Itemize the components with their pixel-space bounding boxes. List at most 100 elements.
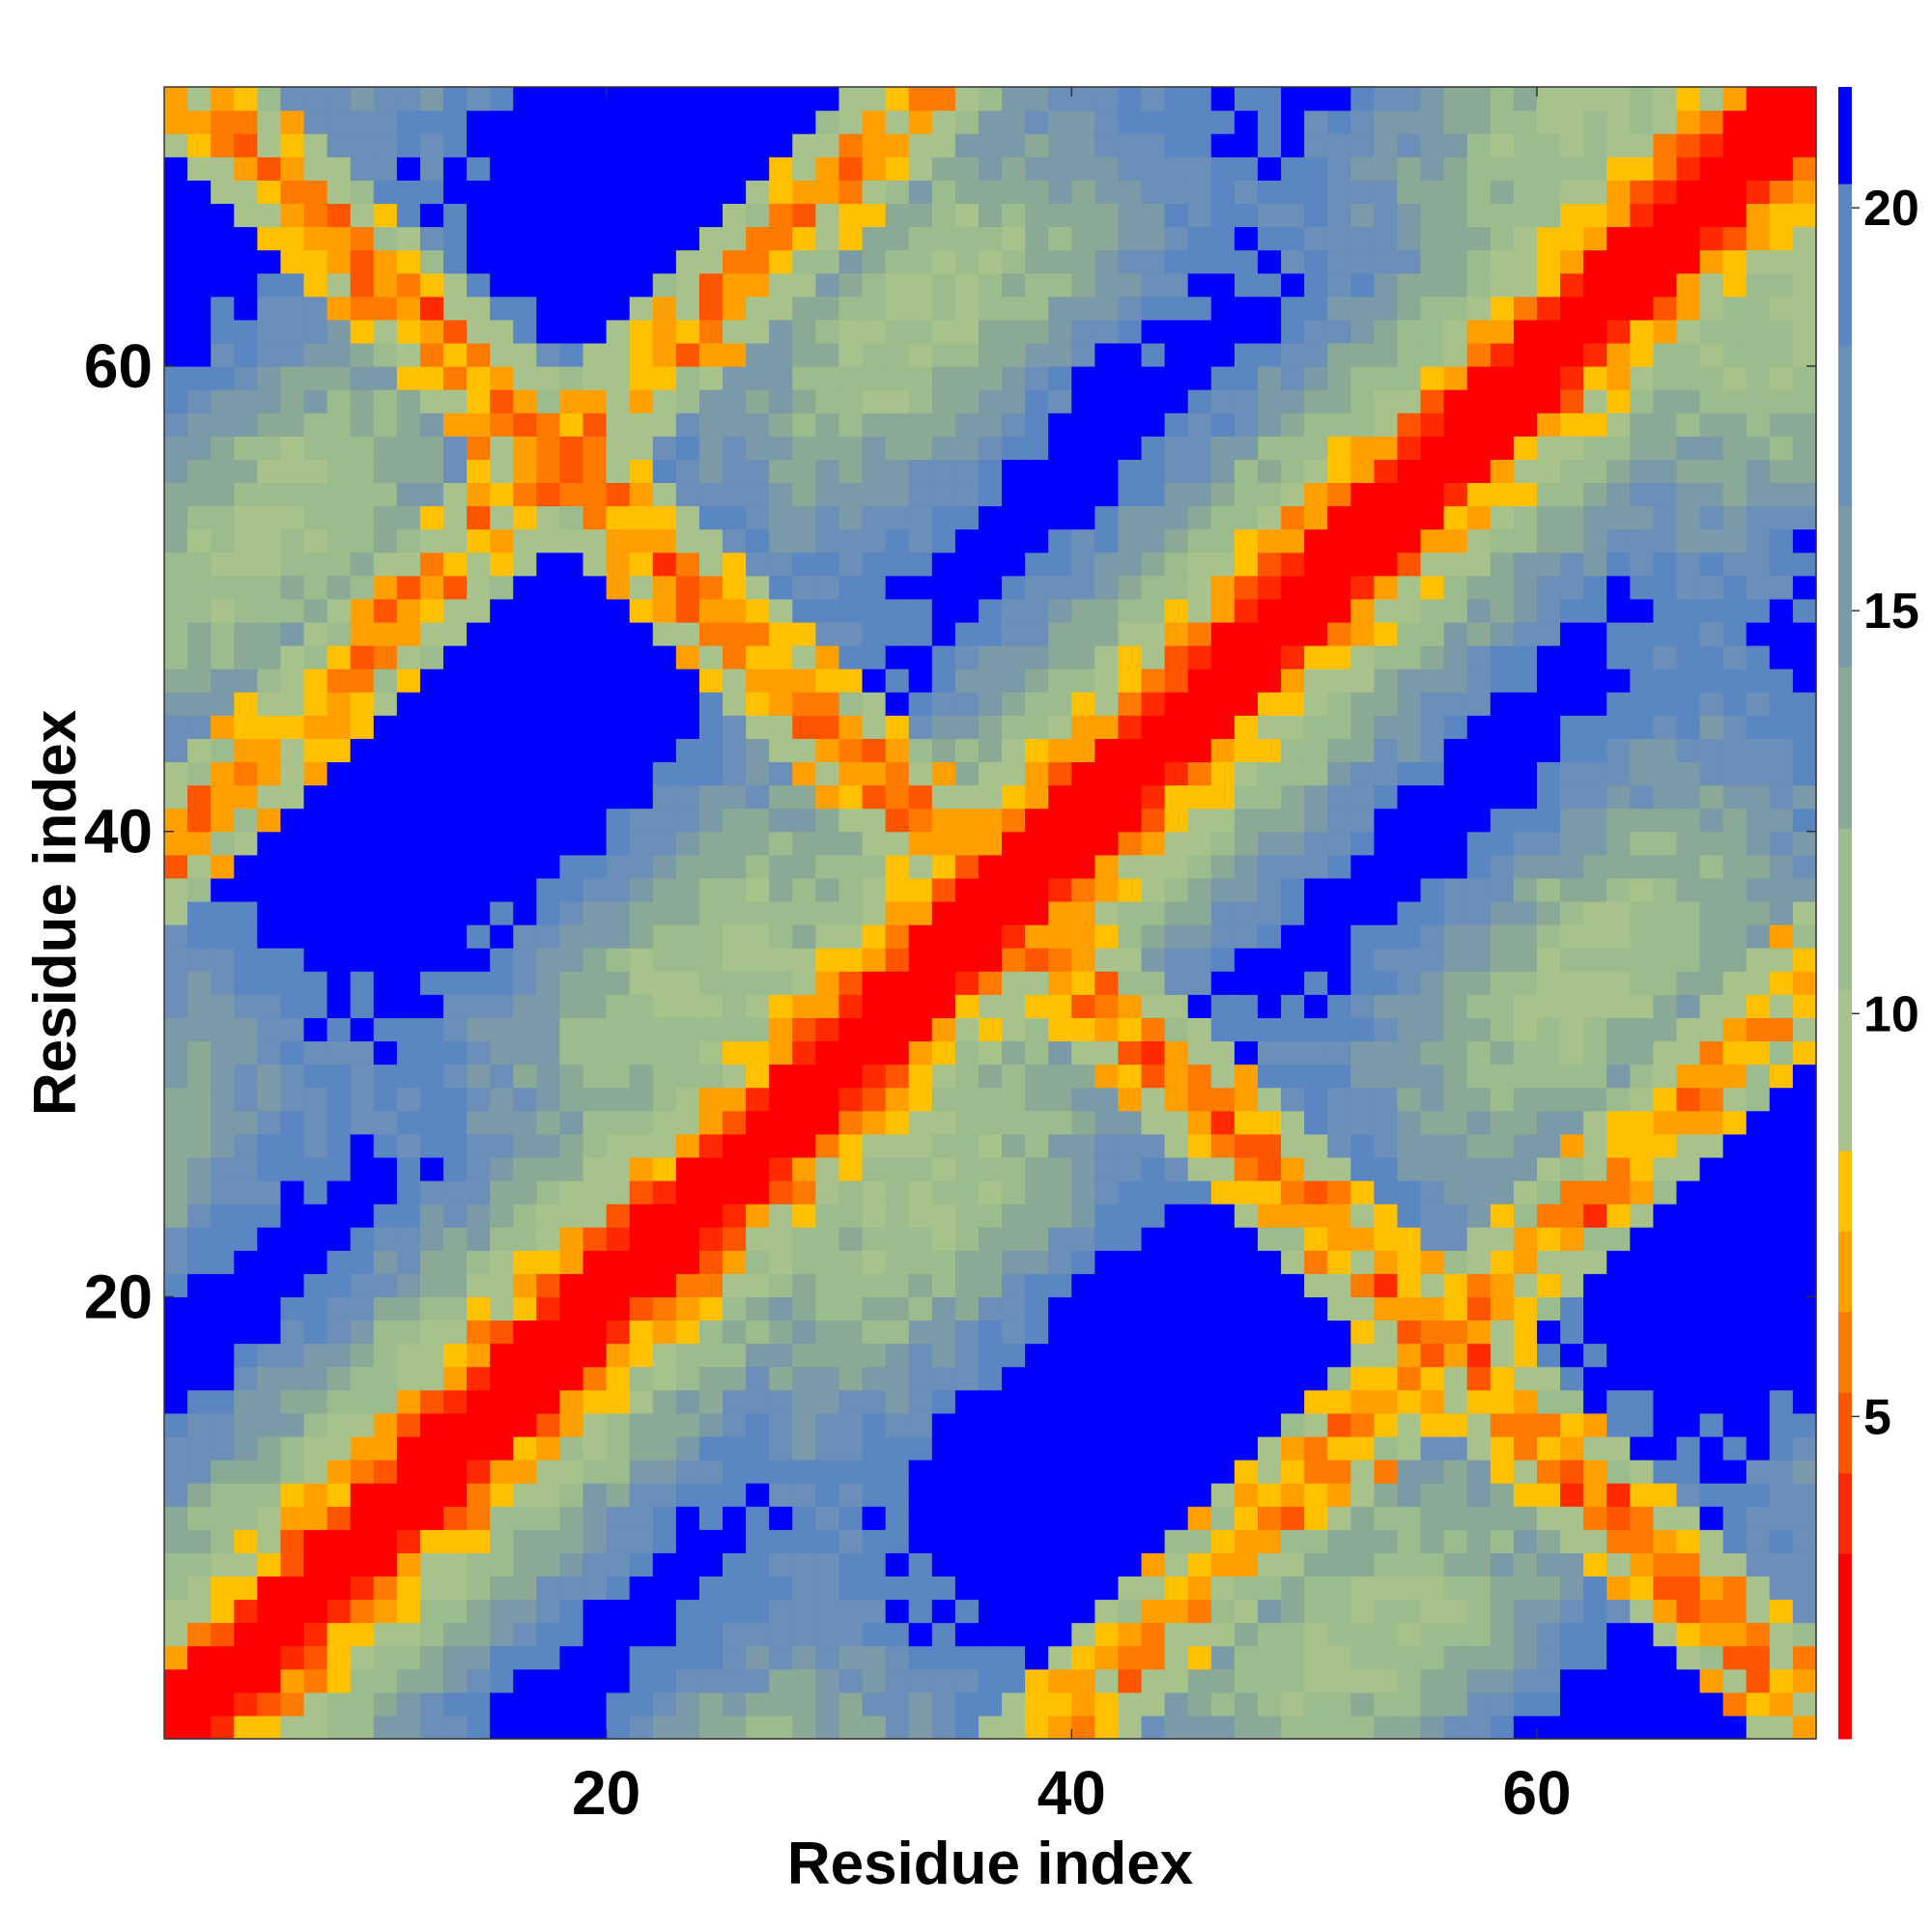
heatmap-cell <box>490 1506 514 1530</box>
heatmap-cell <box>815 272 840 298</box>
heatmap-cell <box>978 1087 1003 1112</box>
heatmap-cell <box>211 948 235 972</box>
heatmap-cell <box>1164 482 1189 507</box>
heatmap-cell <box>1257 784 1282 810</box>
heatmap-cell <box>1141 1645 1166 1670</box>
heatmap-cell <box>1048 1040 1072 1065</box>
heatmap-cell <box>1187 133 1212 157</box>
heatmap-cell <box>257 575 282 600</box>
heatmap-cell <box>303 1064 328 1089</box>
heatmap-cell <box>1583 203 1607 228</box>
heatmap-cell <box>257 1204 282 1228</box>
heatmap-cell <box>1466 761 1492 786</box>
heatmap-cell <box>1327 1156 1351 1181</box>
heatmap-cell <box>1094 1110 1120 1135</box>
heatmap-cell <box>1420 528 1445 554</box>
heatmap-cell <box>675 505 700 530</box>
heatmap-cell <box>1210 133 1236 157</box>
heatmap-cell <box>1699 1668 1724 1693</box>
heatmap-cell <box>1490 482 1515 507</box>
heatmap-cell <box>396 87 421 111</box>
heatmap-cell <box>908 784 933 810</box>
heatmap-cell <box>1281 389 1305 413</box>
heatmap-cell <box>1792 1506 1817 1530</box>
heatmap-cell <box>1374 948 1399 972</box>
heatmap-cell <box>1210 110 1236 134</box>
heatmap-cell <box>838 1506 864 1530</box>
heatmap-cell <box>1397 994 1422 1018</box>
heatmap-cell <box>1327 459 1351 484</box>
heatmap-cell <box>862 1296 887 1321</box>
heatmap-cell <box>1560 87 1584 111</box>
heatmap-cell <box>1513 1645 1538 1670</box>
heatmap-cell <box>443 1017 468 1042</box>
heatmap-cell <box>1002 1668 1026 1693</box>
heatmap-cell <box>467 1087 491 1112</box>
heatmap-cell <box>1118 831 1143 856</box>
heatmap-cell <box>1327 598 1351 623</box>
heatmap-cell <box>1118 1622 1143 1647</box>
heatmap-cell <box>1002 156 1026 181</box>
heatmap-cell <box>1630 1296 1654 1321</box>
heatmap-cell <box>513 180 537 205</box>
heatmap-cell <box>1187 808 1212 833</box>
heatmap-cell <box>1025 1483 1049 1507</box>
heatmap-cell <box>1210 1622 1236 1647</box>
heatmap-cell <box>559 598 584 623</box>
heatmap-cell <box>1002 692 1026 716</box>
heatmap-cell <box>164 1250 188 1274</box>
heatmap-cell <box>1630 831 1654 856</box>
heatmap-cell <box>675 1529 700 1553</box>
heatmap-cell <box>1699 1064 1724 1089</box>
heatmap-cell <box>1443 319 1468 344</box>
heatmap-cell <box>1676 621 1701 646</box>
heatmap-cell <box>1187 1552 1212 1577</box>
heatmap-cell <box>234 1506 258 1530</box>
heatmap-cell <box>1257 203 1282 228</box>
heatmap-cell <box>1048 1645 1072 1670</box>
heatmap-cell <box>513 738 537 763</box>
heatmap-cell <box>746 226 770 251</box>
heatmap-cell <box>1164 156 1189 181</box>
heatmap-cell <box>1327 482 1351 507</box>
heatmap-cell <box>1466 110 1492 134</box>
heatmap-cell <box>815 1343 840 1368</box>
heatmap-cell <box>1722 1227 1747 1251</box>
heatmap-cell <box>164 1320 188 1345</box>
heatmap-cell <box>792 1691 816 1717</box>
heatmap-cell <box>746 389 770 413</box>
heatmap-cell <box>187 575 212 600</box>
heatmap-cell <box>723 1017 747 1042</box>
heatmap-cell <box>838 900 864 925</box>
heatmap-cell <box>675 1576 700 1601</box>
heatmap-cell <box>862 1064 887 1089</box>
heatmap-cell <box>1490 1250 1515 1274</box>
heatmap-cell <box>350 1273 375 1297</box>
heatmap-cell <box>1210 1320 1236 1345</box>
heatmap-cell <box>443 133 468 157</box>
heatmap-cell <box>1769 738 1794 763</box>
heatmap-cell <box>1560 296 1584 321</box>
heatmap-cell <box>1513 1412 1538 1437</box>
heatmap-cell <box>1676 1668 1701 1693</box>
heatmap-cell <box>1560 1273 1584 1297</box>
heatmap-cell <box>350 1506 375 1530</box>
heatmap-cell <box>1490 1599 1515 1624</box>
heatmap-cell <box>885 1668 910 1693</box>
heatmap-cell <box>373 854 398 879</box>
heatmap-cell <box>582 1273 608 1297</box>
heatmap-cell <box>1746 1156 1771 1181</box>
heatmap-cell <box>1722 180 1747 205</box>
heatmap-cell <box>234 831 258 856</box>
heatmap-cell <box>234 342 258 367</box>
heatmap-cell <box>1536 1622 1561 1647</box>
heatmap-cell <box>513 436 537 460</box>
heatmap-cell <box>1071 877 1095 902</box>
heatmap-cell <box>652 1552 677 1577</box>
heatmap-cell <box>1234 226 1259 251</box>
heatmap-cell <box>1397 621 1422 646</box>
heatmap-cell <box>1350 575 1375 600</box>
heatmap-cell <box>1350 319 1375 344</box>
heatmap-cell <box>1304 668 1328 693</box>
heatmap-cell <box>1466 1273 1492 1297</box>
